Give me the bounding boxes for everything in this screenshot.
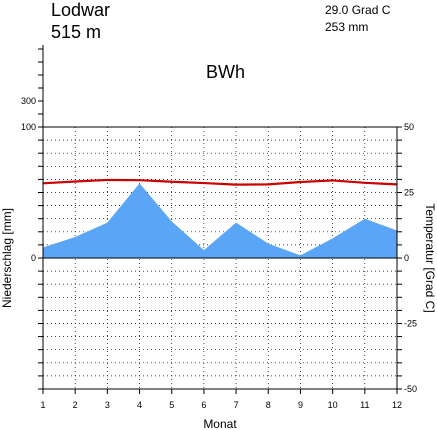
x-tick-label: 8 <box>266 400 271 410</box>
left-tick-label: 0 <box>31 253 36 263</box>
x-tick-label: 6 <box>201 400 206 410</box>
x-tick-label: 2 <box>73 400 78 410</box>
climate-class: BWh <box>206 62 245 82</box>
right-tick-labels: 50 25 0 -25 -50 <box>404 122 417 394</box>
x-tick-labels: 1 2 3 4 5 6 7 8 9 10 11 12 <box>40 400 402 410</box>
x-tick-label: 4 <box>137 400 142 410</box>
right-tick-label: 50 <box>404 122 414 132</box>
annual-precipitation: 253 mm <box>325 20 368 34</box>
x-axis-label: Monat <box>203 417 237 430</box>
right-tick-label: 0 <box>404 253 409 263</box>
x-tick-label: 3 <box>105 400 110 410</box>
plot-frame <box>38 126 402 394</box>
x-tick-label: 1 <box>40 400 45 410</box>
right-tick-label: -25 <box>404 319 417 329</box>
x-tick-label: 9 <box>298 400 303 410</box>
station-elevation: 515 m <box>51 22 101 42</box>
right-axis-label: Temperatur [Grad C] <box>423 203 437 312</box>
x-tick-label: 7 <box>234 400 239 410</box>
x-tick-label: 11 <box>360 400 369 410</box>
x-tick-label: 12 <box>392 400 402 410</box>
temperature-line <box>42 178 398 186</box>
right-tick-label: 25 <box>404 188 414 198</box>
left-axis-label: Niederschlag [mm] <box>0 208 14 308</box>
right-tick-label: -50 <box>404 384 417 394</box>
left-tick-labels: 100 0 <box>21 122 36 263</box>
precipitation-area-group <box>42 183 398 258</box>
x-tick-label: 5 <box>169 400 174 410</box>
extended-axis-label-300: 300 <box>21 96 36 106</box>
mean-temperature: 29.0 Grad C <box>325 3 391 17</box>
x-tick-label: 10 <box>328 400 338 410</box>
extended-precipitation-axis: 300 <box>21 45 44 127</box>
station-name: Lodwar <box>51 0 110 20</box>
left-tick-label: 100 <box>21 122 36 132</box>
precipitation-area <box>43 183 397 258</box>
temperature-line-group <box>42 178 398 186</box>
